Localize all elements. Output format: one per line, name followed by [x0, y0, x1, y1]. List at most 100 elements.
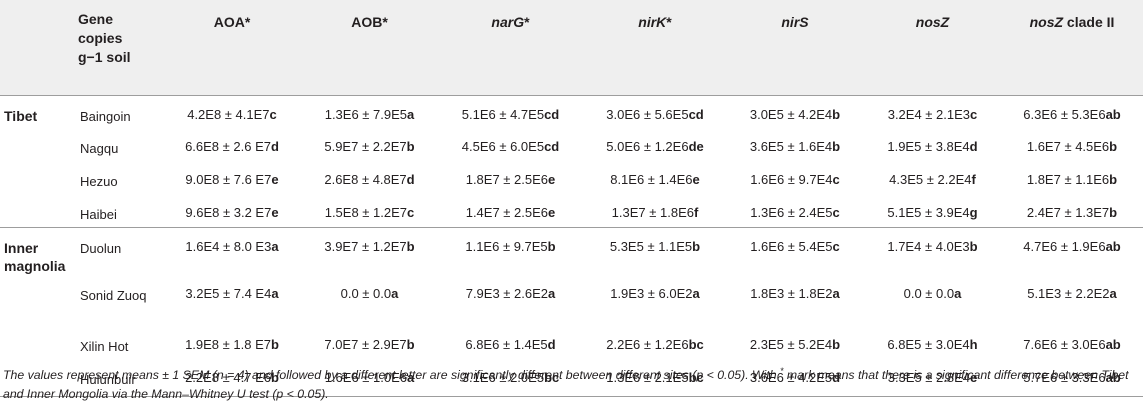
site-name: Xilin Hot	[80, 338, 129, 354]
header-col-aoa: AOA*	[162, 0, 302, 95]
mean-sem-value: 3.2E4 ± 2.1E3	[887, 106, 971, 122]
mean-sem-value: 1.8E7 ± 1.1E6	[1026, 172, 1110, 187]
value-cell: 5.3E5 ± 1.1E5b	[584, 226, 726, 275]
value-cell: 2.2E8 ± 4.7 E6b	[162, 358, 302, 397]
mean-sem-value: 8.1E6 ± 1.4E6	[610, 172, 693, 187]
significance-letter: c	[832, 238, 840, 254]
table-row: Hulunbuir 2.2E8 ± 4.7 E6b 1.6E6 ± 1.0E6a 3.…	[0, 358, 1143, 397]
value-cell: 1.8E7 ± 1.1E6b	[1001, 161, 1143, 194]
significance-letter: a	[271, 238, 279, 254]
mean-sem-value: 1.6E4 ± 8.0 E3	[185, 238, 272, 254]
mean-sem-value: 6.3E6 ± 5.3E6	[1023, 106, 1106, 122]
value-cell: 4.3E5 ± 2.2E4f	[864, 161, 1001, 194]
significance-letter: bc	[688, 369, 704, 385]
data-table-container: Gene copies g−1 soil AOA* AOB* narG* nir…	[0, 0, 1143, 397]
significance-letter: d	[406, 172, 415, 187]
value-cell: 9.6E8 ± 3.2 E7e	[162, 194, 302, 227]
mean-sem-value: 0.0 ± 0.0	[340, 285, 392, 301]
col-name: AOA	[213, 14, 245, 30]
table-row: Haibei 9.6E8 ± 3.2 E7e 1.5E8 ± 1.2E7c 1.4E7…	[0, 194, 1143, 227]
mean-sem-value: 2.6E8 ± 4.8E7	[324, 172, 407, 187]
mean-sem-value: 1.7E4 ± 4.0E3	[887, 238, 970, 254]
site-name: Hezuo	[80, 174, 118, 189]
value-cell: 1.5E8 ± 1.2E7c	[302, 194, 437, 227]
value-cell: 3.0E5 ± 4.2E4b	[726, 94, 864, 128]
value-cell: 2.3E5 ± 5.2E4b	[726, 326, 864, 359]
value-cell: 7.6E6 ± 3.0E6ab	[1001, 326, 1143, 359]
significance-letter: cd	[544, 106, 560, 122]
mean-sem-value: 3.3E5 ± 2.8E4	[887, 369, 971, 385]
mean-sem-value: 1.5E8 ± 1.2E7	[324, 205, 408, 220]
table-row: Tibet Baingoin 4.2E8 ± 4.1E7c 1.3E6 ± 7.9E5…	[0, 94, 1143, 128]
region-cell: Tibet	[0, 94, 76, 128]
significance-letter: bc	[544, 369, 560, 385]
header-col-nirs: nirS	[726, 0, 864, 95]
value-cell: 8.1E6 ± 1.4E6e	[584, 161, 726, 194]
mean-sem-value: 5.0E6 ± 1.2E6	[606, 139, 689, 154]
mean-sem-value: 1.3E6 ± 2.1E5	[606, 369, 689, 385]
col-mark: *	[382, 14, 388, 30]
region-cell	[0, 326, 76, 359]
table-row: Xilin Hot 1.9E8 ± 1.8 E7b 7.0E7 ± 2.9E7b 6.…	[0, 326, 1143, 359]
significance-letter: d	[547, 336, 556, 352]
site-name: Sonid Zuoq	[80, 287, 147, 303]
value-cell: 2.4E7 ± 1.3E7b	[1001, 194, 1143, 227]
table-row: Hezuo 9.0E8 ± 7.6 E7e 2.6E8 ± 4.8E7d 1.8E7 …	[0, 161, 1143, 194]
col-name: nirS	[781, 14, 809, 30]
value-cell: 5.9E7 ± 2.2E7b	[302, 128, 437, 161]
significance-letter: ab	[1105, 238, 1121, 254]
site-name: Nagqu	[80, 141, 119, 156]
significance-letter: bc	[688, 336, 704, 352]
value-cell: 1.3E6 ± 2.1E5bc	[584, 358, 726, 397]
mean-sem-value: 5.9E7 ± 2.2E7	[324, 139, 407, 154]
value-cell: 3.2E5 ± 7.4 E4a	[162, 275, 302, 326]
value-cell: 1.9E8 ± 1.8 E7b	[162, 326, 302, 359]
mean-sem-value: 5.1E3 ± 2.2E2	[1027, 285, 1110, 301]
significance-letter: e	[548, 205, 556, 220]
significance-letter: d	[270, 139, 279, 154]
significance-letter: f	[971, 172, 976, 187]
table-row: Nagqu 6.6E8 ± 2.6 E7d 5.9E7 ± 2.2E7b 4.5E6 …	[0, 128, 1143, 161]
significance-letter: a	[548, 285, 556, 301]
significance-letter: ab	[1105, 336, 1121, 352]
value-cell: 6.8E5 ± 3.0E4h	[864, 326, 1001, 359]
region-name-line2: magnolia	[4, 257, 66, 274]
significance-letter: d	[832, 369, 841, 385]
mean-sem-value: 1.3E6 ± 7.9E5	[324, 106, 408, 122]
mean-sem-value: 1.9E3 ± 6.0E2	[610, 285, 693, 301]
significance-letter: e	[271, 172, 279, 187]
value-cell: 4.7E6 ± 1.9E6ab	[1001, 226, 1143, 275]
value-cell: 1.6E6 ± 5.4E5c	[726, 226, 864, 275]
significance-letter: b	[692, 238, 701, 254]
col-suffix: clade II	[1063, 14, 1115, 30]
table-row: Inner magnolia Duolun 1.6E4 ± 8.0 E3a 3.9E7 …	[0, 226, 1143, 275]
value-cell: 1.1E6 ± 9.7E5b	[437, 226, 584, 275]
significance-letter: c	[407, 205, 415, 220]
mean-sem-value: 3.9E7 ± 1.2E7	[324, 238, 407, 254]
value-cell: 3.9E7 ± 1.2E7b	[302, 226, 437, 275]
significance-letter: g	[969, 205, 978, 220]
significance-letter: b	[270, 369, 279, 385]
footnote-part2: mark means that there is a significant d…	[3, 368, 1129, 401]
mean-sem-value: 5.1E6 ± 4.7E5	[461, 106, 545, 122]
significance-letter: a	[407, 106, 415, 122]
significance-letter: cd	[544, 139, 560, 154]
mean-sem-value: 1.4E7 ± 2.5E6	[465, 205, 549, 220]
significance-letter: a	[692, 285, 700, 301]
value-cell: 0.0 ± 0.0a	[302, 275, 437, 326]
header-col-aob: AOB*	[302, 0, 437, 95]
value-cell: 0.0 ± 0.0a	[864, 275, 1001, 326]
value-cell: 6.6E8 ± 2.6 E7d	[162, 128, 302, 161]
col-mark: *	[244, 14, 251, 30]
region-cell	[0, 358, 76, 397]
significance-letter: b	[406, 336, 415, 352]
significance-letter: f	[693, 205, 699, 220]
significance-letter: b	[406, 139, 415, 154]
value-cell: 4.5E6 ± 6.0E5cd	[437, 128, 584, 161]
value-cell: 2.2E6 ± 1.2E6bc	[584, 326, 726, 359]
col-name: nosZ	[1029, 14, 1064, 30]
region-name-line1: Inner	[4, 239, 39, 256]
significance-letter: a	[954, 285, 962, 301]
value-cell: 9.0E8 ± 7.6 E7e	[162, 161, 302, 194]
value-cell: 1.6E7 ± 4.5E6b	[1001, 128, 1143, 161]
